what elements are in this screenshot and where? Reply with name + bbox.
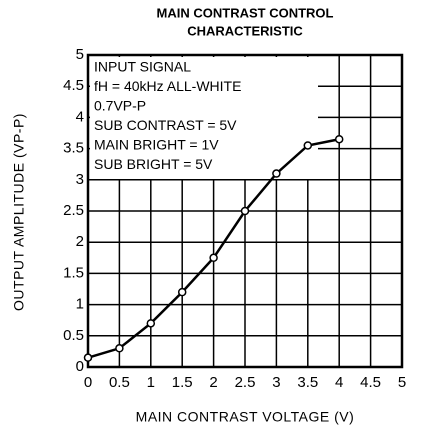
y-tick-label: 5 bbox=[76, 46, 84, 63]
y-tick-label: 1 bbox=[76, 296, 84, 313]
y-tick-label: 4.5 bbox=[63, 77, 84, 94]
x-tick-label: 2.5 bbox=[235, 374, 256, 391]
data-point bbox=[115, 344, 124, 353]
data-point bbox=[240, 206, 250, 216]
data-point bbox=[272, 169, 281, 178]
y-tick-label: 3.5 bbox=[63, 140, 84, 157]
annotation: SUB CONTRAST = 5V bbox=[94, 117, 237, 133]
y-tick-label: 1.5 bbox=[63, 264, 84, 281]
data-point bbox=[209, 253, 218, 263]
x-tick-label: 3 bbox=[272, 374, 280, 391]
y-tick-label: 0 bbox=[76, 358, 84, 375]
y-tick-label: 4 bbox=[76, 108, 84, 125]
annotation: 0.7VP-P bbox=[94, 98, 146, 114]
annotation: INPUT SIGNAL bbox=[94, 59, 191, 75]
annotation-box bbox=[90, 57, 318, 179]
x-tick-label: 5 bbox=[398, 374, 406, 391]
data-point bbox=[177, 287, 187, 297]
data-point bbox=[146, 319, 156, 328]
x-tick-label: 3.5 bbox=[297, 374, 318, 391]
x-axis-label: MAIN CONTRAST VOLTAGE (V) bbox=[136, 409, 355, 425]
y-tick-label: 2.5 bbox=[63, 202, 84, 219]
data-point bbox=[303, 141, 313, 150]
x-tick-label: 4 bbox=[335, 374, 343, 391]
x-tick-label: 1.5 bbox=[172, 374, 193, 391]
x-tick-label: 4.5 bbox=[360, 374, 381, 391]
chart-title: MAIN CONTRAST CONTROL bbox=[157, 5, 334, 20]
annotation: MAIN BRIGHT = 1V bbox=[94, 137, 219, 153]
x-tick-label: 1 bbox=[147, 374, 155, 391]
x-tick-label: 2 bbox=[209, 374, 217, 391]
y-axis-label: OUTPUT AMPLITUDE (VP-P) bbox=[11, 113, 27, 311]
x-tick-label: 0 bbox=[84, 374, 92, 391]
y-tick-label: 3 bbox=[76, 171, 84, 188]
y-tick-label: 2 bbox=[76, 233, 84, 250]
data-point bbox=[334, 134, 344, 144]
x-tick-label: 0.5 bbox=[109, 374, 130, 391]
plot-frame bbox=[86, 53, 404, 369]
chart-title: CHARACTERISTIC bbox=[187, 23, 303, 38]
data-point bbox=[83, 353, 93, 362]
y-tick-label: 0.5 bbox=[63, 327, 84, 344]
annotation: SUB BRIGHT = 5V bbox=[94, 156, 213, 172]
annotation: fH = 40kHz ALL-WHITE bbox=[94, 78, 241, 94]
